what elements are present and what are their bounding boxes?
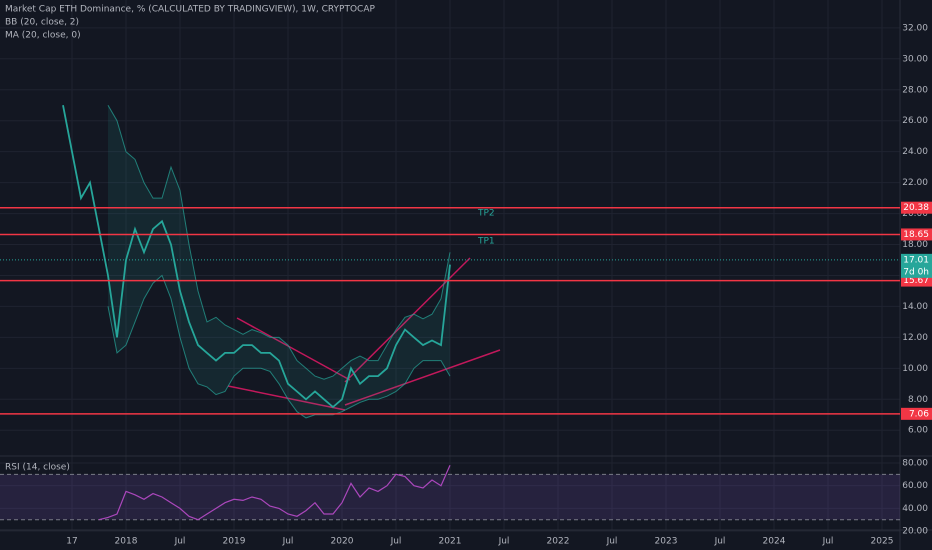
indicator-label: BB (20, close, 2) — [5, 18, 79, 28]
level-label: 18.65 — [903, 230, 929, 240]
y-tick-label: 18.00 — [902, 240, 928, 250]
level-tag — [901, 228, 932, 241]
x-tick-label: 2023 — [655, 537, 678, 547]
level-label: 20.38 — [903, 203, 929, 213]
x-tick-label: 2021 — [439, 537, 462, 547]
y-tick-label: 32.00 — [902, 23, 928, 33]
trend-line — [344, 349, 501, 406]
y-tick-label: 6.00 — [908, 426, 928, 436]
x-tick-label: 2019 — [223, 537, 246, 547]
band-fill — [108, 105, 450, 418]
annotation: TP1 — [477, 237, 495, 247]
x-tick-label: Jul — [606, 537, 618, 547]
y-tick-label: 60.00 — [902, 481, 928, 491]
y-tick-label: 40.00 — [902, 504, 928, 514]
rsi-line — [98, 465, 451, 521]
trend-line — [236, 317, 351, 381]
y-tick-label: 10.00 — [902, 364, 928, 374]
annotation: TP2 — [477, 209, 495, 219]
grid — [0, 0, 900, 532]
price-line — [62, 105, 451, 409]
y-tick-label: 30.00 — [902, 54, 928, 64]
chart-title: Market Cap ETH Dominance, % (CALCULATED … — [5, 5, 375, 15]
x-tick-label: 2022 — [547, 537, 570, 547]
last-price-label: 17.01 — [903, 255, 929, 265]
x-tick-label: Jul — [390, 537, 402, 547]
y-tick-label: 26.00 — [902, 116, 928, 126]
x-tick-label: Jul — [498, 537, 510, 547]
y-tick-label: 8.00 — [908, 395, 928, 405]
level-label: 15.67 — [903, 276, 929, 286]
x-tick-label: Jul — [714, 537, 726, 547]
level-tag — [901, 201, 932, 214]
y-tick-label: 12.00 — [902, 333, 928, 343]
x-tick-label: Jul — [282, 537, 294, 547]
y-tick-label: 20.00 — [902, 527, 928, 537]
y-tick-label: 22.00 — [902, 178, 928, 188]
x-tick-label: 2025 — [871, 537, 894, 547]
y-tick-label: 20.00 — [902, 209, 928, 219]
y-tick-label: 28.00 — [902, 85, 928, 95]
y-tick-label: 80.00 — [902, 459, 928, 469]
rsi-label: RSI (14, close) — [5, 463, 70, 473]
indicator-label: MA (20, close, 0) — [5, 31, 81, 41]
x-tick-label: Jul — [174, 537, 186, 547]
trend-line — [227, 385, 346, 411]
x-tick-label: 2024 — [763, 537, 786, 547]
y-tick-label: 24.00 — [902, 147, 928, 157]
x-tick-label: 2018 — [115, 537, 138, 547]
x-tick-label: 17 — [66, 537, 77, 547]
rsi-band — [0, 474, 900, 520]
level-label: 7.06 — [909, 409, 929, 419]
level-tag — [901, 407, 932, 420]
last-price-tag — [901, 253, 932, 278]
band-line — [107, 274, 451, 419]
x-tick-label: Jul — [822, 537, 834, 547]
band-line — [107, 104, 451, 380]
x-tick-label: 2020 — [331, 537, 354, 547]
countdown: 7d 0h — [903, 267, 929, 277]
y-tick-label: 14.00 — [902, 302, 928, 312]
